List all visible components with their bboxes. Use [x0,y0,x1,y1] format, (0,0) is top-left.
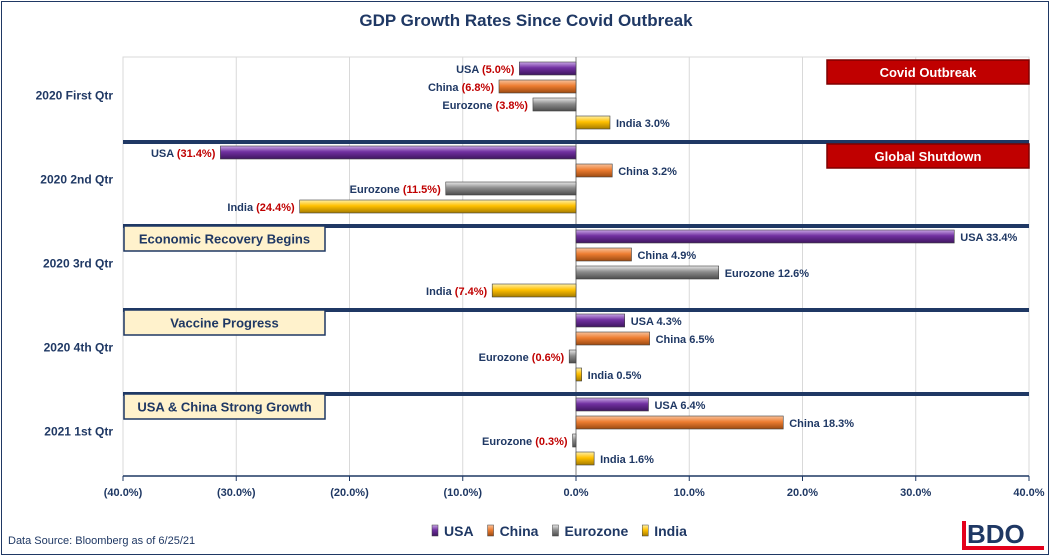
data-label: China 4.9% [637,250,696,262]
category-label: 2020 4th Qtr [44,341,114,355]
callout-text: Vaccine Progress [170,316,278,331]
data-label: India 1.6% [600,454,654,466]
legend-swatch [641,524,649,537]
data-label: USA (31.4%) [151,148,216,160]
callout-box [826,59,1030,85]
x-tick-label: (40.0%) [104,487,143,499]
callout-text: USA & China Strong Growth [137,400,311,415]
x-tick-label: (20.0%) [330,487,369,499]
chart-title: GDP Growth Rates Since Covid Outbreak [359,11,693,30]
legend-label: Eurozone [564,523,628,539]
bar-eurozone [575,265,719,280]
bar-usa [575,397,649,412]
legend-swatch [431,524,439,537]
data-label: Eurozone (11.5%) [350,184,441,196]
callout-box [826,143,1030,169]
data-label: India (7.4%) [426,286,487,298]
x-tick-label: (30.0%) [217,487,256,499]
bdo-logo: BDO [962,519,1044,550]
data-label: China 18.3% [789,418,854,430]
bar-eurozone [572,433,577,448]
data-label: China (6.8%) [428,82,494,94]
callout-text: Economic Recovery Begins [139,232,310,247]
data-label: India (24.4%) [227,202,295,214]
bar-eurozone [532,97,577,112]
category-label: 2020 First Qtr [36,89,114,103]
bar-china [575,163,613,178]
data-label: USA 33.4% [960,232,1017,244]
data-label: USA 4.3% [631,316,682,328]
data-label: USA 6.4% [654,400,705,412]
bar-china [575,415,784,430]
x-tick-label: 0.0% [563,487,588,499]
x-tick-label: 30.0% [900,487,931,499]
data-label: China 6.5% [656,334,715,346]
bar-eurozone [568,349,577,364]
legend-label: India [654,523,687,539]
x-tick-label: (10.0%) [443,487,482,499]
bar-china [575,247,632,262]
bar-usa [575,229,955,244]
data-label: Eurozone (3.8%) [442,100,528,112]
bdo-logo-text: BDO [967,519,1025,549]
category-label: 2020 2nd Qtr [40,173,113,187]
bar-india [575,451,595,466]
legend-label: USA [444,523,474,539]
x-tick-label: 10.0% [674,487,705,499]
callout-text: Global Shutdown [875,149,982,164]
bar-eurozone [445,181,577,196]
data-label: Eurozone (0.6%) [479,352,565,364]
data-label: Eurozone (0.3%) [482,436,568,448]
legend-swatch [487,524,494,537]
x-tick-label: 40.0% [1013,487,1044,499]
bar-usa [519,61,577,76]
callout-box [123,393,326,420]
bar-usa [575,313,625,328]
callout-box [123,309,326,336]
legend-label: China [500,523,539,539]
x-tick-label: 20.0% [787,487,818,499]
data-label: China 3.2% [618,166,677,178]
data-source-note: Data Source: Bloomberg as of 6/25/21 [8,535,196,547]
bar-india [491,283,577,298]
bar-china [575,331,650,346]
callout-text: Covid Outbreak [880,65,978,80]
callout-box [123,225,326,252]
bar-india [299,199,577,214]
bar-usa [220,145,577,160]
data-label: India 3.0% [616,118,670,130]
category-label: 2020 3rd Qtr [43,257,113,271]
legend-swatch [552,524,559,537]
bar-india [575,367,582,382]
bar-india [575,115,611,130]
data-label: USA (5.0%) [456,64,515,76]
category-label: 2021 1st Qtr [44,425,113,439]
bar-china [498,79,577,94]
data-label: Eurozone 12.6% [725,268,810,280]
data-label: India 0.5% [588,370,642,382]
